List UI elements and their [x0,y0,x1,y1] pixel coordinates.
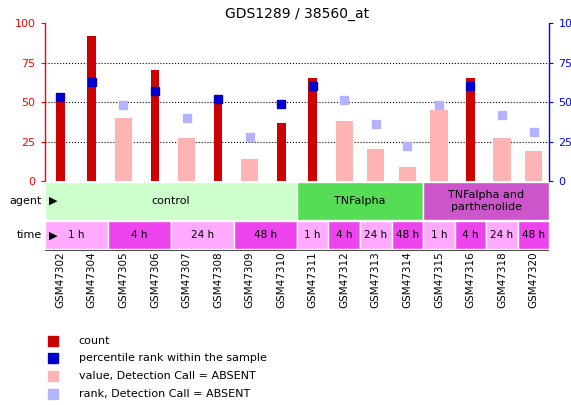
Bar [525,151,542,181]
Bar [423,221,455,249]
Text: percentile rank within the sample: percentile rank within the sample [79,354,267,363]
Bar [336,121,353,181]
Text: agent: agent [9,196,42,206]
Bar [151,70,159,181]
Text: 4 h: 4 h [131,230,147,240]
Bar [430,110,448,181]
Text: 4 h: 4 h [462,230,478,240]
Bar [367,149,384,181]
Text: GSM47314: GSM47314 [403,252,412,308]
Text: 1 h: 1 h [304,230,321,240]
Text: 24 h: 24 h [490,230,513,240]
Bar [360,221,392,249]
Text: GSM47318: GSM47318 [497,252,507,308]
Text: GSM47316: GSM47316 [465,252,476,308]
Bar [87,36,96,181]
Text: 1 h: 1 h [68,230,85,240]
Bar [115,118,132,181]
Text: GDS1289 / 38560_at: GDS1289 / 38560_at [225,7,369,21]
Bar [214,102,223,181]
Text: rank, Detection Call = ABSENT: rank, Detection Call = ABSENT [79,389,250,399]
Text: 4 h: 4 h [336,230,352,240]
Bar [466,79,475,181]
Bar [107,221,171,249]
Bar [45,221,107,249]
Bar [178,139,195,181]
Text: count: count [79,336,110,346]
Text: GSM47305: GSM47305 [118,252,128,308]
Text: 48 h: 48 h [254,230,277,240]
Text: 24 h: 24 h [364,230,387,240]
Text: GSM47304: GSM47304 [87,252,97,308]
Text: GSM47308: GSM47308 [213,252,223,308]
Bar [56,99,65,181]
Text: GSM47309: GSM47309 [244,252,255,308]
Text: 48 h: 48 h [396,230,419,240]
Bar [171,221,234,249]
Bar [297,182,423,220]
Bar [234,221,297,249]
Text: GSM47315: GSM47315 [434,252,444,308]
Bar [277,123,286,181]
Bar [455,221,486,249]
Bar [518,221,549,249]
Text: GSM47312: GSM47312 [339,252,349,308]
Text: value, Detection Call = ABSENT: value, Detection Call = ABSENT [79,371,256,381]
Text: ▶: ▶ [42,230,57,240]
Text: GSM47310: GSM47310 [276,252,286,308]
Text: time: time [17,230,42,240]
Text: GSM47313: GSM47313 [371,252,381,308]
Text: 24 h: 24 h [191,230,214,240]
Text: 1 h: 1 h [431,230,447,240]
Text: GSM47307: GSM47307 [182,252,191,308]
Text: TNFalpha and
parthenolide: TNFalpha and parthenolide [448,190,524,212]
Bar [308,79,317,181]
Text: GSM47311: GSM47311 [308,252,317,308]
Bar [423,182,549,220]
Bar [297,221,328,249]
Text: 48 h: 48 h [522,230,545,240]
Text: GSM47320: GSM47320 [529,252,538,308]
Bar [399,167,416,181]
Bar [493,139,510,181]
Bar [486,221,518,249]
Bar [328,221,360,249]
Text: GSM47302: GSM47302 [55,252,65,308]
Text: ▶: ▶ [42,196,57,206]
Text: control: control [151,196,190,206]
Bar [392,221,423,249]
Bar [241,159,258,181]
Text: GSM47306: GSM47306 [150,252,160,308]
Bar [45,182,297,220]
Text: TNFalpha: TNFalpha [334,196,386,206]
